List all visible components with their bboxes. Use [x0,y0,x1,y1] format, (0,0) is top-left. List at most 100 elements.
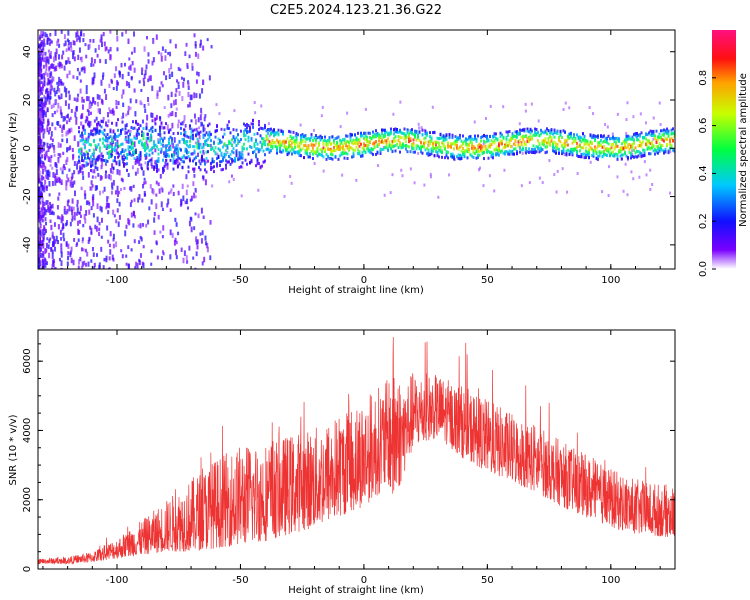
spectrogram-speckle [38,36,41,41]
spectrogram-speckle [130,75,133,80]
spectrogram-ridge-cell [186,143,188,147]
spectrogram-speckle [200,111,203,115]
spectrogram-frame [37,29,676,270]
spectrogram-ridge-cell [471,144,473,148]
spectrogram-speckle [54,246,57,252]
spectrogram-speckle [164,49,167,53]
spectrogram-ridge-cell [571,149,574,153]
spectrogram-ridge-cell [214,130,217,134]
spectrogram-ridge-cell [129,152,131,156]
spectrogram-ridge-cell [373,135,376,139]
spectrogram-ridge-cell [520,135,523,139]
spectrogram-speckle [199,232,202,236]
spectrogram-speckle [160,186,163,190]
spectrogram-speckle [72,153,75,159]
spectrogram-speckle [63,43,66,47]
spectrogram-ridge-cell [351,147,353,151]
spectrogram-speckle [45,186,48,192]
spectrogram-speckle [118,169,121,176]
spectrogram-ridge-cell [453,147,455,151]
spectrogram-ridge-cell [247,130,250,134]
spectrogram-speckle [44,51,47,56]
spectrogram-speckle [49,157,52,163]
spectrogram-ridge-cell [478,142,481,146]
spectrogram-ridge-cell [544,140,547,144]
spectrogram-ridge-cell [247,139,250,143]
spectrogram-ridge-cell [147,161,149,165]
spectrogram-speckle [196,244,199,250]
spectrogram-speckle [50,224,53,231]
spectrogram-speckle [96,101,99,107]
spectrogram-speckle [611,132,614,136]
spectrogram-speckle [190,195,193,201]
spectrogram-speckle [87,44,90,50]
spectrogram-speckle [209,255,212,261]
spectrogram-ridge-cell [505,135,508,139]
spectrogram-speckle [189,94,192,101]
spectrogram-ridge-cell [240,129,242,133]
spectrogram-speckle [43,72,46,79]
spectrogram-ridge-cell [148,149,151,153]
spectrogram-speckle [40,192,43,197]
spectrogram-speckle [147,78,150,83]
spectrogram-ridge-cell [315,141,317,145]
spectrogram-ridge-cell [258,148,260,152]
spectrogram-speckle [175,255,178,260]
spectrogram-ridge-cell [85,140,88,144]
spectrogram-ridge-cell [670,136,673,140]
spectrogram-ridge-cell [441,155,443,159]
spectrogram-speckle [87,261,90,267]
spectrogram-speckle [39,61,42,67]
spectrogram-speckle [289,175,292,179]
spectrogram-ridge-cell [576,145,578,149]
spectrogram-ridge-cell [150,137,152,141]
spectrogram-speckle [160,201,163,208]
spectrogram-speckle [616,112,619,116]
spectrogram-speckle [177,66,180,71]
spectrogram-ridge-cell [445,150,448,154]
spectrogram-ridge-cell [357,131,359,135]
spectrogram-speckle [138,240,141,244]
spectrogram-ridge-cell [403,127,406,131]
spectrogram-ridge-cell [366,144,368,148]
spectrogram-ridge-cell [571,141,574,145]
spectrogram-ridge-cell [130,144,133,148]
spectrogram-ridge-cell [579,155,581,159]
spectrogram-ridge-cell [118,161,121,165]
spectrogram-speckle [185,255,188,261]
spectrogram-speckle [56,109,59,113]
spectrogram-speckle [62,124,65,130]
spectrogram-speckle [78,211,81,215]
spectrogram-image [38,30,675,269]
spectrogram-ridge-cell [199,150,202,154]
spectrogram-ridge-cell [477,153,479,157]
spectrogram-ridge-cell [538,150,541,154]
y-tick-label: 0 [22,566,33,572]
spectrogram-speckle [199,114,202,121]
spectrogram-speckle [230,174,233,178]
spectrogram-ridge-cell [493,148,496,152]
spectrogram-speckle [38,210,41,215]
spectrogram-ridge-cell [498,143,500,147]
spectrogram-speckle [38,227,41,233]
spectrogram-ridge-cell [445,137,448,141]
spectrogram-ridge-cell [127,134,130,138]
spectrogram-ridge-cell [640,144,643,148]
spectrogram-ridge-cell [598,151,601,155]
spectrogram-ridge-cell [336,144,338,148]
spectrogram-ridge-cell [439,149,442,153]
spectrogram-speckle [41,122,44,128]
spectrogram-speckle [51,143,54,148]
spectrogram-ridge-cell [604,148,607,152]
spectrogram-speckle [82,175,85,180]
spectrogram-ridge-cell [387,147,389,151]
spectrogram-ridge-cell [424,132,427,136]
spectrogram-speckle [95,225,98,232]
spectrogram-speckle [48,37,51,41]
spectrogram-speckle [482,184,485,188]
spectrogram-ridge-cell [580,146,583,150]
spectrogram-ridge-cell [387,149,389,153]
spectrogram-ridge-cell [262,139,265,143]
spectrogram-speckle [114,135,117,141]
spectrogram-ridge-cell [490,139,493,143]
